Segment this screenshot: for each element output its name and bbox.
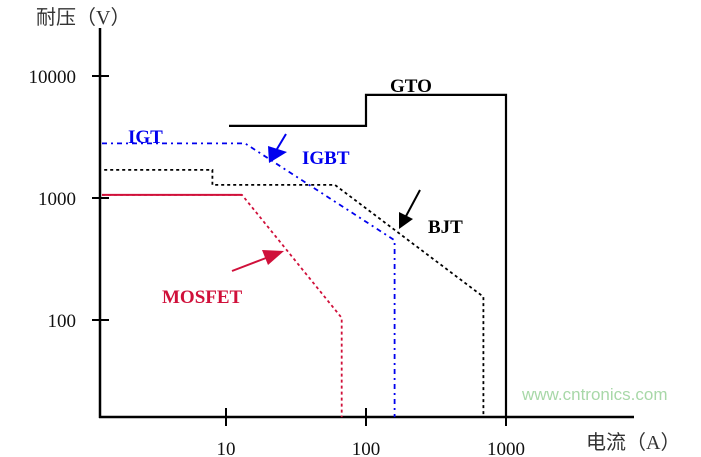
x-axis-label: 电流（A） xyxy=(586,431,680,454)
x-tick-label: 1000 xyxy=(487,439,525,457)
series-igbt xyxy=(102,142,396,418)
label-igbt: IGBT xyxy=(302,148,350,169)
arrows xyxy=(231,133,421,272)
mosfet-arrow xyxy=(231,257,267,272)
label-gto: GTO xyxy=(390,76,432,97)
y-tick-label: 10000 xyxy=(29,67,77,88)
y-axis-label: 耐压（V） xyxy=(36,6,130,29)
mosfet-arrowhead xyxy=(262,250,284,265)
label-bjt: BJT xyxy=(428,217,463,238)
y-tick-label: 100 xyxy=(48,311,77,332)
x-tick-label: 100 xyxy=(352,439,381,457)
bjt-arrowhead xyxy=(399,212,413,229)
x-tick-label: 10 xyxy=(217,439,236,457)
series-bjt xyxy=(104,169,485,418)
watermark: www.cntronics.com xyxy=(521,385,667,404)
label-igt: IGT xyxy=(128,127,163,148)
igbt-arrowhead xyxy=(268,146,287,163)
series-gto xyxy=(229,93,508,418)
bjt-arrow xyxy=(404,189,421,219)
y-tick-label: 1000 xyxy=(38,189,76,210)
label-mosfet: MOSFET xyxy=(162,287,243,308)
